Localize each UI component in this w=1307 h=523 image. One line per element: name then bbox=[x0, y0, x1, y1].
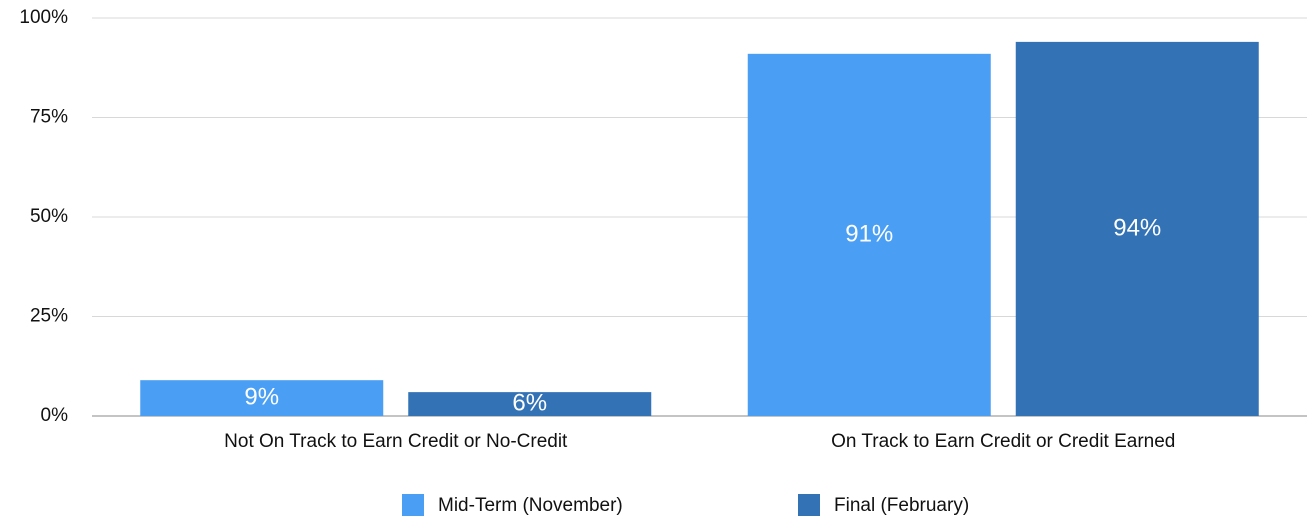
bar bbox=[408, 392, 652, 416]
data-label: 91% bbox=[845, 220, 893, 247]
legend-swatch bbox=[798, 494, 820, 516]
bar bbox=[1015, 41, 1259, 416]
data-label: 6% bbox=[512, 389, 547, 416]
x-tick-label: Not On Track to Earn Credit or No-Credit bbox=[224, 431, 568, 452]
bar bbox=[747, 53, 991, 416]
y-tick-label: 50% bbox=[30, 206, 68, 227]
y-tick-label: 25% bbox=[30, 306, 68, 327]
data-label: 94% bbox=[1113, 214, 1161, 241]
bar bbox=[140, 380, 384, 416]
legend-label: Final (February) bbox=[834, 495, 969, 516]
y-tick-label: 100% bbox=[19, 7, 68, 28]
legend-swatch bbox=[402, 494, 424, 516]
y-tick-label: 0% bbox=[41, 405, 69, 426]
data-label: 9% bbox=[244, 383, 279, 410]
legend-label: Mid-Term (November) bbox=[438, 495, 623, 516]
y-tick-label: 75% bbox=[30, 107, 68, 128]
x-tick-label: On Track to Earn Credit or Credit Earned bbox=[831, 431, 1175, 452]
